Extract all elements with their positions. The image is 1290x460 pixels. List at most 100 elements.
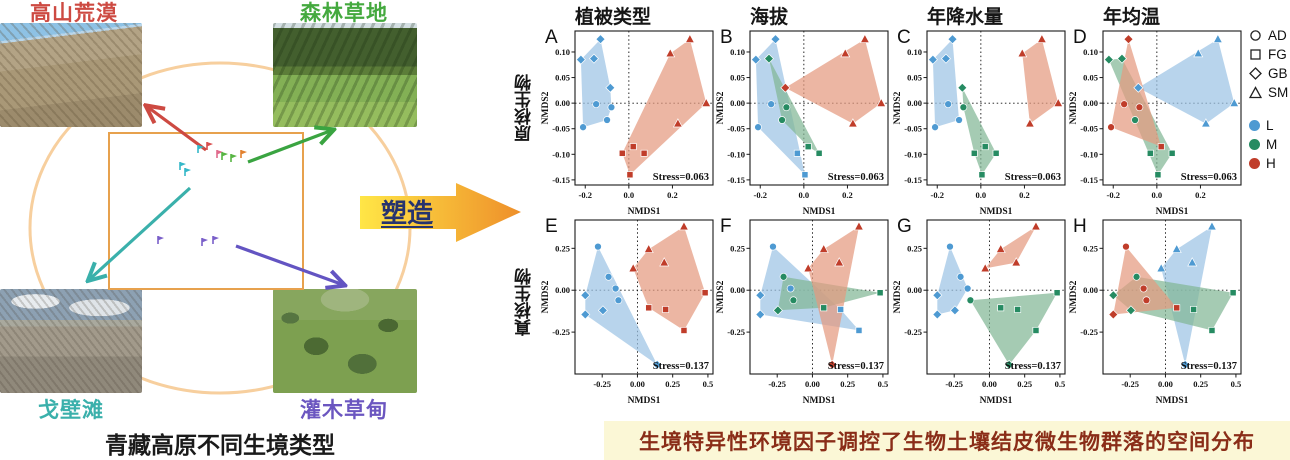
- svg-text:0.5: 0.5: [1231, 379, 1242, 389]
- footer-caption: 生境特异性环境因子调控了生物土壤结皮微生物群落的空间分布: [604, 421, 1290, 460]
- svg-text:-0.2: -0.2: [579, 190, 592, 200]
- svg-text:Stress=0.137: Stress=0.137: [653, 361, 709, 372]
- legend-label-H: H: [1266, 156, 1276, 171]
- svg-text:-0.05: -0.05: [552, 124, 570, 134]
- svg-text:-0.25: -0.25: [945, 379, 963, 389]
- legend-item-FG: FG: [1249, 45, 1288, 64]
- svg-text:-0.25: -0.25: [904, 327, 922, 337]
- svg-text:0.2: 0.2: [842, 190, 853, 200]
- label-gobi: 戈壁滩: [38, 399, 104, 422]
- svg-text:NMDS2: NMDS2: [541, 280, 551, 313]
- svg-text:-0.15: -0.15: [552, 175, 570, 185]
- legend-label-FG: FG: [1268, 47, 1287, 62]
- svg-text:G: G: [897, 216, 912, 237]
- svg-text:A: A: [545, 27, 558, 48]
- legend-label-GB: GB: [1268, 66, 1288, 81]
- svg-text:-0.10: -0.10: [1080, 149, 1098, 159]
- nmds-panel-E: -0.25 0.00 0.25 0.5 0.25 0.00 -0.25 NMDS1 NMDS2 S…: [541, 216, 714, 406]
- svg-text:-0.10: -0.10: [552, 149, 570, 159]
- nmds-panel-B: -0.2 0.0 0.2 0.10 0.05 0.00 -0.05 -0.10 -0.15 NMD…: [716, 27, 889, 217]
- svg-text:-0.10: -0.10: [727, 149, 745, 159]
- svg-text:0.5: 0.5: [1055, 379, 1066, 389]
- row-label-prokaryotes: 原核生物: [515, 74, 534, 142]
- label-alpine-desert: 高山荒漠: [30, 2, 118, 25]
- legend-item-SM: SM: [1249, 83, 1288, 102]
- svg-text:NMDS1: NMDS1: [628, 207, 661, 217]
- svg-text:-0.2: -0.2: [931, 190, 944, 200]
- svg-text:NMDS2: NMDS2: [1069, 91, 1079, 124]
- svg-text:0.0: 0.0: [976, 190, 987, 200]
- photo-gobi: [0, 289, 142, 393]
- photo-shrub-meadow: [273, 289, 417, 393]
- svg-text:-0.25: -0.25: [727, 327, 745, 337]
- svg-text:0.05: 0.05: [555, 73, 570, 83]
- diamond-icon: [1249, 67, 1262, 80]
- svg-text:NMDS1: NMDS1: [628, 396, 661, 406]
- svg-text:-0.05: -0.05: [904, 124, 922, 134]
- col-title-vegetation: 植被类型: [575, 7, 652, 28]
- svg-text:-0.05: -0.05: [1080, 124, 1098, 134]
- svg-text:NMDS1: NMDS1: [980, 207, 1013, 217]
- legend-label-SM: SM: [1268, 85, 1289, 100]
- legend-item-AD: AD: [1249, 26, 1288, 45]
- svg-text:Stress=0.063: Stress=0.063: [1005, 172, 1061, 183]
- svg-text:Stress=0.137: Stress=0.137: [828, 361, 884, 372]
- svg-text:0.0: 0.0: [1152, 190, 1163, 200]
- legend-item-GB: GB: [1249, 64, 1288, 83]
- row-label-eukaryotes: 真核生物: [515, 268, 534, 336]
- svg-text:0.00: 0.00: [555, 285, 570, 295]
- svg-text:NMDS1: NMDS1: [803, 207, 836, 217]
- red-dot-icon: [1249, 158, 1260, 169]
- triangle-icon: [1249, 86, 1262, 99]
- nmds-panel-D: -0.2 0.0 0.2 0.10 0.05 0.00 -0.05 -0.10 -0.15 NMD…: [1069, 27, 1242, 217]
- svg-text:-0.25: -0.25: [1121, 379, 1139, 389]
- svg-text:Stress=0.063: Stress=0.063: [1181, 172, 1237, 183]
- nmds-panel-F: -0.25 0.00 0.25 0.5 0.25 0.00 -0.25 NMDS1 NMDS2 S…: [716, 216, 889, 406]
- svg-text:0.00: 0.00: [907, 98, 922, 108]
- svg-text:B: B: [720, 27, 733, 48]
- svg-text:0.25: 0.25: [1017, 379, 1032, 389]
- svg-text:0.0: 0.0: [624, 190, 635, 200]
- svg-text:NMDS2: NMDS2: [893, 280, 903, 313]
- legend: AD FG GB SM L M H: [1249, 26, 1288, 173]
- svg-text:0.2: 0.2: [1019, 190, 1030, 200]
- svg-text:0.05: 0.05: [730, 73, 745, 83]
- svg-text:0.25: 0.25: [907, 243, 922, 253]
- blue-dot-icon: [1249, 120, 1260, 131]
- svg-text:-0.25: -0.25: [552, 327, 570, 337]
- svg-text:-0.25: -0.25: [593, 379, 611, 389]
- svg-text:0.00: 0.00: [555, 98, 570, 108]
- svg-text:E: E: [545, 216, 558, 237]
- svg-text:NMDS1: NMDS1: [1156, 207, 1189, 217]
- svg-text:NMDS2: NMDS2: [716, 280, 726, 313]
- svg-text:0.2: 0.2: [1195, 190, 1206, 200]
- svg-text:D: D: [1073, 27, 1087, 48]
- svg-text:C: C: [897, 27, 911, 48]
- col-title-elevation: 海拔: [750, 7, 789, 28]
- svg-text:0.25: 0.25: [730, 243, 745, 253]
- svg-text:0.25: 0.25: [555, 243, 570, 253]
- svg-text:0.25: 0.25: [1193, 379, 1208, 389]
- svg-text:NMDS2: NMDS2: [541, 91, 551, 124]
- svg-text:0.05: 0.05: [907, 73, 922, 83]
- svg-text:-0.25: -0.25: [768, 379, 786, 389]
- svg-text:0.25: 0.25: [665, 379, 680, 389]
- svg-text:0.2: 0.2: [667, 190, 678, 200]
- svg-text:0.10: 0.10: [555, 47, 570, 57]
- nmds-panel-G: -0.25 0.00 0.25 0.5 0.25 0.00 -0.25 NMDS1 NMDS2 S…: [893, 216, 1066, 406]
- svg-text:-0.2: -0.2: [1107, 190, 1120, 200]
- svg-text:-0.25: -0.25: [1080, 327, 1098, 337]
- col-title-precipitation: 年降水量: [927, 7, 1004, 28]
- photo-forest-grassland: [273, 23, 417, 127]
- svg-text:NMDS2: NMDS2: [893, 91, 903, 124]
- svg-text:0.00: 0.00: [907, 285, 922, 295]
- svg-text:NMDS1: NMDS1: [1156, 396, 1189, 406]
- svg-text:-0.05: -0.05: [727, 124, 745, 134]
- legend-item-M: M: [1249, 135, 1288, 154]
- col-title-temperature: 年均温: [1103, 7, 1161, 28]
- nmds-panel-A: -0.2 0.0 0.2 0.10 0.05 0.00 -0.05 -0.10 -0.15 NMD…: [541, 27, 714, 217]
- svg-text:0.10: 0.10: [907, 47, 922, 57]
- svg-text:0.5: 0.5: [878, 379, 889, 389]
- svg-text:-0.15: -0.15: [904, 175, 922, 185]
